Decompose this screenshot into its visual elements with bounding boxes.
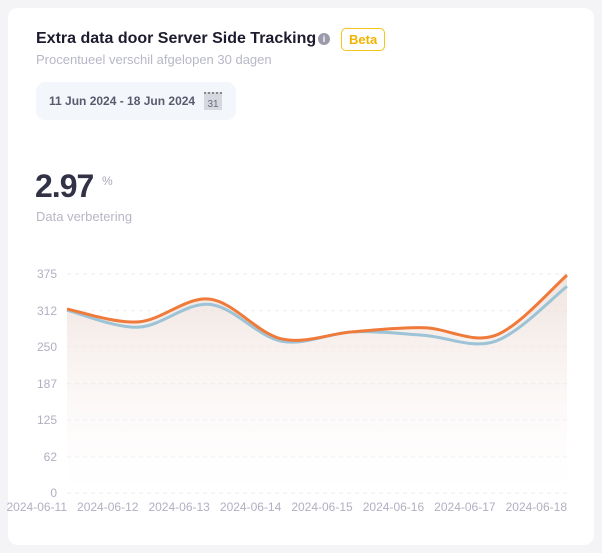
- y-tick-label: 250: [37, 340, 57, 354]
- x-tick-label: 2024-06-18: [506, 500, 568, 514]
- card-subtitle: Procentueel verschil afgelopen 30 dagen: [36, 52, 272, 67]
- x-tick-label: 2024-06-17: [434, 500, 496, 514]
- x-tick-label: 2024-06-11: [7, 500, 68, 514]
- x-tick-label: 2024-06-13: [148, 500, 210, 514]
- chart-card: Extra data door Server Side Tracking i B…: [7, 8, 594, 545]
- y-tick-label: 0: [50, 486, 57, 500]
- date-range-picker[interactable]: 11 Jun 2024 - 18 Jun 2024 31: [36, 82, 236, 120]
- info-icon[interactable]: i: [318, 33, 330, 45]
- beta-badge: Beta: [341, 28, 386, 51]
- date-range-label: 11 Jun 2024 - 18 Jun 2024: [49, 94, 196, 108]
- x-tick-label: 2024-06-15: [291, 500, 353, 514]
- x-tick-label: 2024-06-16: [363, 500, 425, 514]
- y-tick-label: 62: [44, 450, 58, 464]
- calendar-icon: 31: [204, 92, 222, 110]
- y-tick-label: 187: [37, 377, 57, 391]
- series-line-server: [66, 274, 568, 342]
- y-tick-label: 375: [37, 267, 57, 281]
- area-fill: [67, 275, 567, 493]
- y-tick-label: 312: [37, 304, 57, 318]
- x-tick-label: 2024-06-14: [220, 500, 282, 514]
- metric-label: Data verbetering: [36, 209, 133, 224]
- metric-value: 2.97: [35, 168, 94, 204]
- y-tick-label: 125: [37, 413, 57, 427]
- metric-unit: %: [102, 174, 113, 188]
- card-title: Extra data door Server Side Tracking: [36, 30, 317, 47]
- x-tick-label: 2024-06-12: [77, 500, 139, 514]
